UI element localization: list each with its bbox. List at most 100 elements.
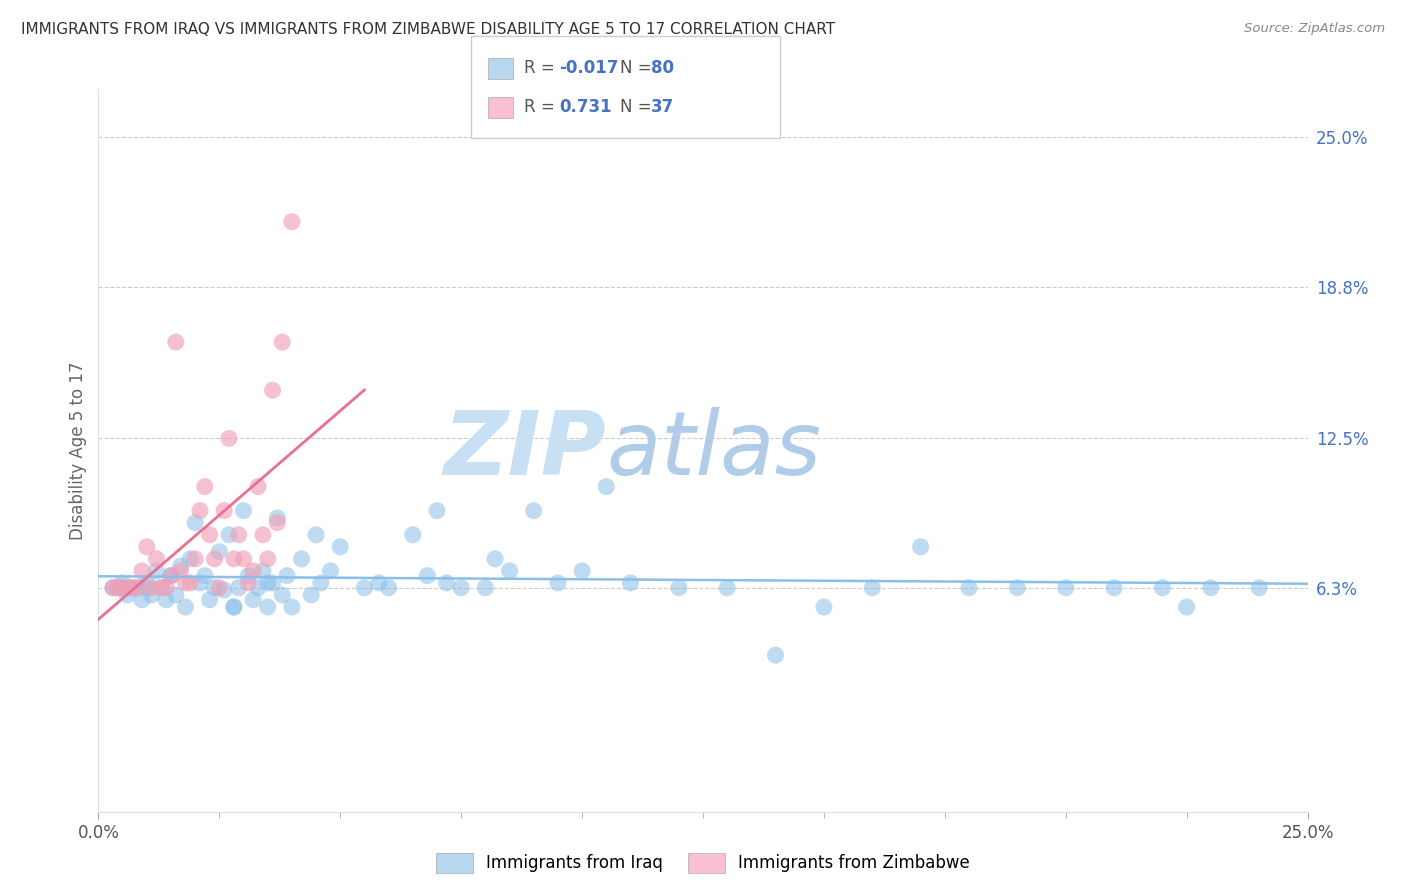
Point [160, 568, 183, 582]
Point [957, 581, 980, 595]
Point [262, 384, 284, 398]
Point [194, 568, 217, 582]
Point [179, 576, 201, 591]
Point [135, 540, 157, 554]
Point [305, 528, 328, 542]
Text: R =: R = [524, 98, 561, 116]
Point [208, 581, 231, 595]
Point [813, 599, 835, 614]
Point [160, 568, 183, 582]
Point [218, 431, 240, 445]
Point [266, 511, 288, 525]
Point [450, 581, 472, 595]
Point [218, 528, 240, 542]
Point [910, 540, 932, 554]
Point [860, 581, 883, 595]
Point [266, 516, 288, 530]
Point [111, 581, 134, 595]
Point [484, 551, 506, 566]
Text: ZIP: ZIP [443, 407, 606, 494]
Point [247, 581, 270, 595]
Point [242, 564, 264, 578]
Point [232, 551, 254, 566]
Point [426, 503, 449, 517]
Point [247, 480, 270, 494]
Point [198, 528, 221, 542]
Point [474, 581, 496, 595]
Point [1054, 581, 1077, 595]
Point [204, 551, 226, 566]
Point [198, 592, 221, 607]
Point [716, 581, 738, 595]
Point [271, 334, 294, 349]
Text: R =: R = [524, 59, 561, 77]
Point [194, 480, 217, 494]
Point [595, 480, 617, 494]
Text: N =: N = [620, 59, 657, 77]
Point [131, 592, 153, 607]
Point [256, 551, 278, 566]
Point [319, 564, 342, 578]
Point [281, 215, 304, 229]
Point [135, 581, 157, 595]
Point [238, 568, 260, 582]
Point [208, 544, 231, 558]
Point [1199, 581, 1222, 595]
Point [571, 564, 593, 578]
Point [141, 581, 163, 595]
Point [281, 599, 304, 614]
Point [121, 581, 143, 595]
Point [1102, 581, 1125, 595]
Point [228, 581, 250, 595]
Point [117, 588, 139, 602]
Point [252, 564, 274, 578]
Point [174, 576, 197, 591]
Text: 0.731: 0.731 [560, 98, 612, 116]
Point [155, 581, 177, 595]
Point [150, 581, 173, 595]
Y-axis label: Disability Age 5 to 17: Disability Age 5 to 17 [69, 361, 87, 540]
Point [309, 576, 332, 591]
Point [222, 551, 245, 566]
Point [498, 564, 520, 578]
Text: atlas: atlas [606, 408, 821, 493]
Point [107, 581, 129, 595]
Point [228, 528, 250, 542]
Point [212, 583, 235, 598]
Point [299, 588, 322, 602]
Point [402, 528, 425, 542]
Text: -0.017: -0.017 [560, 59, 619, 77]
Point [290, 551, 312, 566]
Point [107, 581, 129, 595]
Point [547, 576, 569, 591]
Text: IMMIGRANTS FROM IRAQ VS IMMIGRANTS FROM ZIMBABWE DISABILITY AGE 5 TO 17 CORRELAT: IMMIGRANTS FROM IRAQ VS IMMIGRANTS FROM … [21, 22, 835, 37]
Point [222, 599, 245, 614]
Point [276, 568, 298, 582]
Point [121, 581, 143, 595]
Point [222, 599, 245, 614]
Point [436, 576, 458, 591]
Point [155, 592, 177, 607]
Point [160, 568, 183, 582]
Point [188, 503, 211, 517]
Point [668, 581, 690, 595]
Point [169, 564, 191, 578]
Point [111, 581, 134, 595]
Point [127, 581, 149, 595]
Point [242, 592, 264, 607]
Point [184, 516, 207, 530]
Point [212, 503, 235, 517]
Point [765, 648, 787, 662]
Point [271, 588, 294, 602]
Point [141, 588, 163, 602]
Point [523, 503, 546, 517]
Point [111, 581, 134, 595]
Point [179, 551, 201, 566]
Point [169, 559, 191, 574]
Point [111, 576, 134, 591]
Point [165, 334, 187, 349]
Point [145, 551, 167, 566]
Point [329, 540, 352, 554]
Point [368, 576, 391, 591]
Text: Source: ZipAtlas.com: Source: ZipAtlas.com [1244, 22, 1385, 36]
